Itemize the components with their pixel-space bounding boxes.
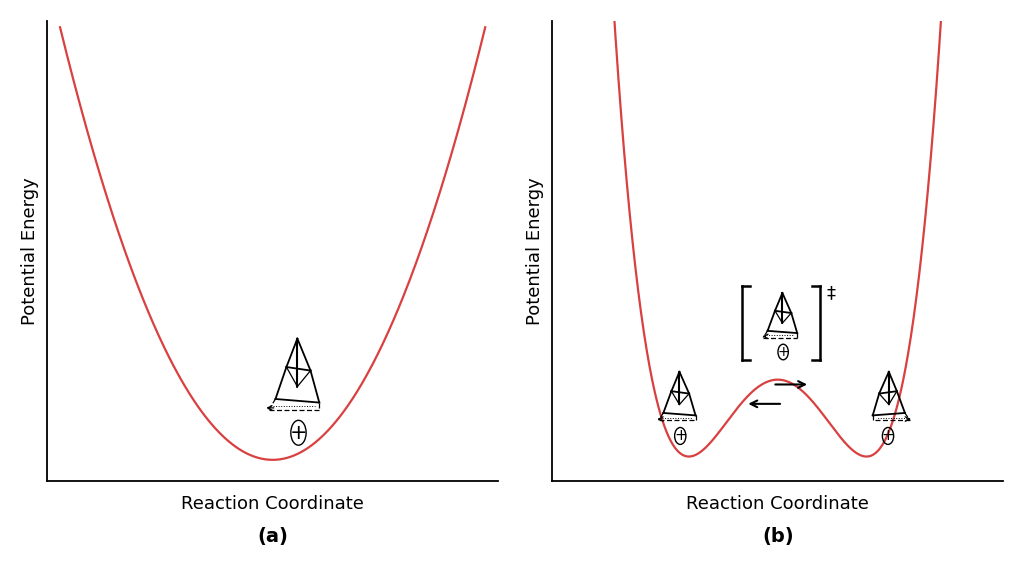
Text: (b): (b) bbox=[762, 527, 794, 546]
Text: +: + bbox=[290, 423, 307, 443]
Y-axis label: Potential Energy: Potential Energy bbox=[20, 177, 39, 325]
X-axis label: Reaction Coordinate: Reaction Coordinate bbox=[686, 495, 869, 513]
Y-axis label: Potential Energy: Potential Energy bbox=[526, 177, 544, 325]
Text: +: + bbox=[882, 429, 894, 443]
Text: +: + bbox=[674, 429, 687, 443]
Text: (a): (a) bbox=[257, 527, 288, 546]
X-axis label: Reaction Coordinate: Reaction Coordinate bbox=[181, 495, 365, 513]
Text: ‡: ‡ bbox=[826, 284, 835, 302]
Text: +: + bbox=[777, 345, 788, 359]
